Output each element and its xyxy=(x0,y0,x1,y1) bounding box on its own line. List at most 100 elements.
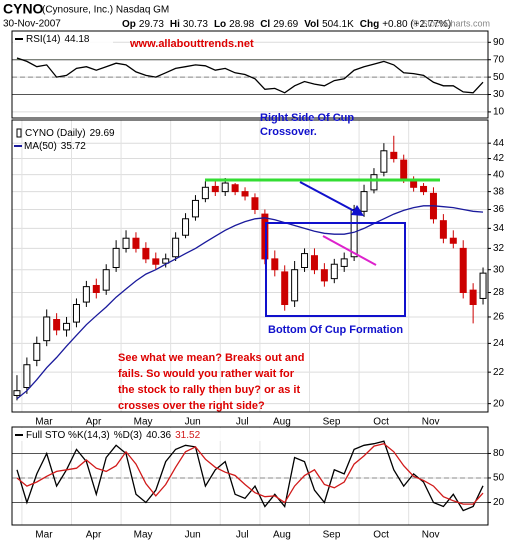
candle-body xyxy=(63,322,71,331)
series-line xyxy=(16,205,484,400)
panel-frame xyxy=(11,426,489,526)
candle-body xyxy=(449,237,457,244)
x-tick-label: Nov xyxy=(422,417,440,428)
y-tick-label: 80 xyxy=(493,448,505,459)
candle-body xyxy=(82,286,90,303)
x-tick-label: Oct xyxy=(373,530,389,540)
y-tick-label: 10 xyxy=(493,107,505,118)
stat-value: 29.69 xyxy=(273,19,298,30)
y-tick-label: 42 xyxy=(493,153,505,164)
candle-body xyxy=(251,197,259,210)
candle-body xyxy=(231,184,239,193)
stat-label: Chg xyxy=(360,19,379,30)
candle-body xyxy=(291,269,299,302)
y-tick-label: 20 xyxy=(493,497,505,508)
stats: Op 29.73 Hi 30.73 Lo 28.98 Cl 29.69 Vol 504.1K Chg… xyxy=(122,19,451,30)
x-tick-label: Mar xyxy=(35,417,53,428)
legend-entry: Full STO %K(14,3) %D(3) 40.36 31.52 xyxy=(26,430,201,441)
y-tick-label: 32 xyxy=(493,243,505,254)
stat-label: Vol xyxy=(304,19,319,30)
y-tick-label: 50 xyxy=(493,72,505,83)
candle-body xyxy=(301,253,309,269)
candle-body xyxy=(13,390,21,396)
annotations: www.allabouttrends.net Right Side Of Cup… xyxy=(118,38,440,412)
copyright: © StockCharts.com xyxy=(412,18,490,28)
x-tick-label: Oct xyxy=(373,417,389,428)
candle-body xyxy=(132,237,140,249)
candle-body xyxy=(360,191,368,212)
legend-entry: CYNO (Daily) 29.69 xyxy=(25,128,115,139)
company: (Cynosure, Inc.) Nasdaq GM xyxy=(42,5,169,16)
candle-body xyxy=(479,272,487,299)
arrow-shaft xyxy=(299,181,359,214)
series-line xyxy=(16,442,484,505)
candle-body xyxy=(469,289,477,306)
y-tick-label: 30 xyxy=(493,264,505,275)
y-tick-label: 70 xyxy=(493,54,505,65)
candle-body xyxy=(320,269,328,282)
crossover-note: Right Side Of Cup xyxy=(260,112,354,124)
candle-body xyxy=(410,180,418,188)
y-tick-label: 44 xyxy=(493,138,505,149)
comment: fails. So would you rather wait for xyxy=(118,368,295,380)
legend-entry: MA(50) 35.72 xyxy=(24,141,86,152)
legend-bg xyxy=(13,428,263,441)
website: www.allabouttrends.net xyxy=(129,38,254,50)
legend-name: %D(3) xyxy=(114,430,142,441)
legend-name: MA(50) xyxy=(24,141,57,152)
stat-label: Lo xyxy=(214,19,226,30)
stat-label: Hi xyxy=(170,19,180,30)
y-tick-label: 28 xyxy=(493,287,505,298)
legend-name: CYNO (Daily) xyxy=(25,128,86,139)
x-tick-label: Jul xyxy=(236,417,249,428)
candle-body xyxy=(380,150,388,173)
stat-label: Cl xyxy=(260,19,270,30)
stat-label: Op xyxy=(122,19,136,30)
stat-value: +0.80 (+2.77%) xyxy=(382,19,451,30)
y-tick-label: 22 xyxy=(493,367,505,378)
comment: See what we mean? Breaks out and xyxy=(118,352,304,364)
x-tick-label: Aug xyxy=(273,417,291,428)
candle-body xyxy=(221,182,229,193)
candle-body xyxy=(152,258,160,265)
stat-value: 28.98 xyxy=(229,19,254,30)
candle-body xyxy=(310,255,318,271)
y-tick-label: 26 xyxy=(493,312,505,323)
legend-value: 29.69 xyxy=(90,128,115,139)
stat-value: 504.1K xyxy=(322,19,354,30)
comment: crosses over the right side? xyxy=(118,400,265,412)
panel-frame xyxy=(11,30,489,119)
x-tick-label: Sep xyxy=(323,417,341,428)
y-tick-label: 40 xyxy=(493,169,505,180)
date: 30-Nov-2007 xyxy=(3,19,61,30)
series-line xyxy=(16,57,484,94)
legend-entry: RSI(14) 44.18 xyxy=(26,34,90,45)
candle-body xyxy=(271,258,279,271)
legend-value: 40.36 xyxy=(146,430,171,441)
candle-body xyxy=(102,269,110,291)
candle-body xyxy=(211,185,219,193)
panels: 10 30 50 70 90 RSI(14) 44.18 20 22 24 26 28 30 32 34 36… xyxy=(11,30,505,540)
x-tick-label: Aug xyxy=(273,530,291,540)
x-tick-label: Jun xyxy=(185,417,201,428)
candle-body xyxy=(420,185,428,193)
legend-icon xyxy=(16,128,22,138)
x-tick-label: Jul xyxy=(236,530,249,540)
cup-box xyxy=(265,222,406,317)
candle-body xyxy=(390,151,398,160)
candle-body xyxy=(191,199,199,218)
arrow-head xyxy=(351,205,364,216)
y-tick-label: 50 xyxy=(493,473,505,484)
y-tick-label: 24 xyxy=(493,338,505,349)
x-tick-label: Jun xyxy=(185,530,201,540)
candle-body xyxy=(201,186,209,200)
x-tick-label: Mar xyxy=(35,530,53,540)
y-tick-label: 20 xyxy=(493,398,505,409)
candle-body xyxy=(281,271,289,306)
legend-value: 44.18 xyxy=(64,34,89,45)
x-tick-label: Apr xyxy=(86,417,102,428)
x-tick-label: May xyxy=(134,530,153,540)
candle-body xyxy=(261,213,269,260)
candle-body xyxy=(53,319,61,331)
